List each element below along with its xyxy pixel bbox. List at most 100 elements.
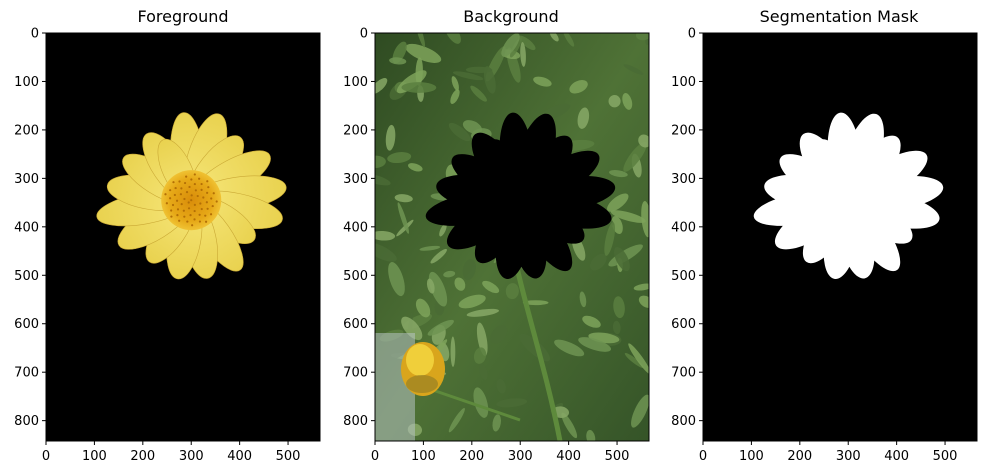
leaf [604, 222, 616, 256]
center-floret [204, 220, 208, 223]
leaf [375, 78, 388, 95]
center-floret [205, 201, 208, 204]
mask-flower [753, 112, 944, 279]
leaf [470, 85, 487, 102]
leaf [375, 155, 386, 168]
leaf [462, 258, 476, 281]
center-floret [170, 209, 173, 212]
panel-segmentation-mask [703, 33, 977, 441]
center-floret [193, 218, 196, 221]
center-floret [173, 193, 176, 197]
center-floret [190, 199, 193, 202]
leaf [554, 339, 585, 357]
center-floret [175, 199, 179, 202]
x-tick-label: 500 [276, 449, 301, 464]
y-tick-label: 400 [671, 220, 696, 235]
panel-background [375, 33, 649, 441]
leaf [388, 261, 405, 297]
leaf [428, 271, 448, 307]
leaf [613, 296, 625, 319]
center-floret [176, 214, 179, 217]
center-floret [188, 185, 191, 189]
y-tick-label: 100 [343, 75, 368, 90]
leaf [450, 336, 456, 367]
leaf [496, 378, 506, 394]
center-floret [200, 182, 203, 186]
leaf [631, 394, 649, 428]
center-floret [206, 191, 209, 194]
x-tick-label: 100 [82, 449, 107, 464]
x-tick-label: 200 [787, 449, 812, 464]
leaf [518, 35, 536, 51]
leaf [509, 37, 522, 58]
x-tick-label: 0 [699, 449, 707, 464]
leaf [623, 141, 647, 172]
center-floret [204, 214, 207, 217]
y-tick-label: 200 [14, 123, 39, 138]
leaf [476, 322, 488, 356]
center-floret [174, 186, 177, 190]
center-floret [211, 204, 214, 208]
center-floret [190, 194, 193, 197]
x-tick-label: 0 [371, 449, 379, 464]
leaf [401, 316, 423, 341]
leaf [389, 57, 407, 65]
axes-layer: 0 100 200 300 400 500 0 100 200 300 400 500 600 700 80… [14, 27, 978, 464]
leaf [473, 347, 487, 364]
center-floret [190, 178, 193, 181]
center-floret [185, 190, 189, 194]
leaf [561, 412, 578, 439]
center-floret [198, 220, 202, 223]
x-tick-label: 500 [605, 449, 630, 464]
center-floret [206, 207, 209, 210]
x-tick-label: 100 [739, 449, 764, 464]
panel-title-background: Background [463, 7, 559, 26]
y-tick-label: 0 [31, 27, 39, 42]
leaf [501, 33, 520, 57]
center-floret [207, 186, 210, 189]
leaf [608, 94, 621, 108]
leaf [569, 80, 588, 94]
x-tick-label: 300 [508, 449, 533, 464]
x-tick-label: 500 [933, 449, 958, 464]
leaf [408, 163, 423, 172]
center-floret [187, 207, 191, 210]
center-floret [182, 209, 185, 212]
center-floret [191, 224, 194, 227]
x-tick-label: 200 [459, 449, 484, 464]
leaf [519, 333, 550, 362]
leaf [577, 107, 590, 129]
leaf [622, 93, 633, 110]
center-floret [198, 213, 201, 216]
y-tick-label: 300 [343, 172, 368, 187]
center-floret [165, 202, 168, 205]
x-tick-label: 400 [884, 449, 909, 464]
leaf [589, 253, 607, 271]
leaf [375, 230, 396, 241]
leaf [482, 280, 500, 294]
leaf [609, 170, 628, 178]
center-floret [185, 175, 188, 178]
center-floret [169, 189, 172, 192]
x-tick-label: 100 [411, 449, 436, 464]
center-floret [189, 214, 192, 217]
center-floret [206, 180, 209, 183]
leaf [385, 124, 396, 151]
center-floret [202, 196, 205, 199]
center-floret [212, 192, 215, 195]
y-tick-label: 200 [671, 123, 696, 138]
leaf [448, 122, 471, 142]
leaf [614, 247, 630, 272]
y-tick-label: 100 [14, 75, 39, 90]
leaf [586, 429, 596, 441]
leaf [579, 291, 587, 308]
leaf [452, 71, 484, 81]
leaf [623, 64, 644, 75]
y-tick-label: 800 [343, 414, 368, 429]
axes-frame [45, 32, 321, 442]
center-floret [179, 193, 183, 196]
center-floret [193, 209, 196, 213]
leaf [387, 152, 412, 164]
center-floret [193, 173, 196, 176]
